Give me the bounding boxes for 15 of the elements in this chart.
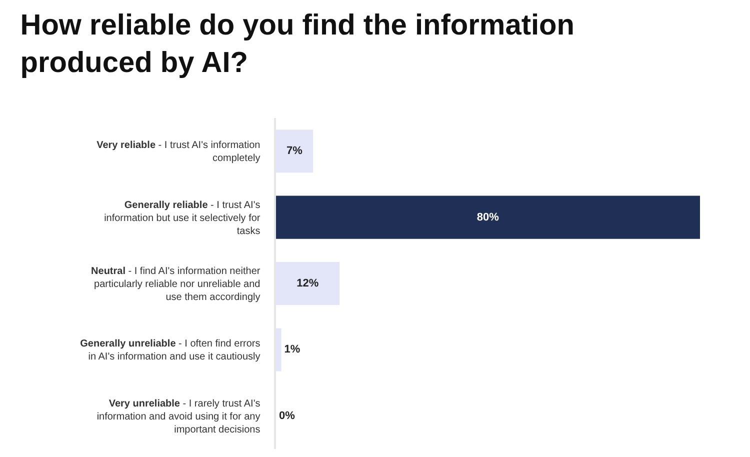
y-tick-label: Very reliable - I trust AI's information completely [96, 140, 260, 164]
data-label: 80% [476, 211, 500, 224]
data-label: 12% [296, 278, 319, 290]
y-tick-label: Very unreliable - I rarely trust AI's information and avoid using it for any important decisions [96, 398, 260, 436]
bar [276, 196, 700, 239]
data-label: 0% [279, 410, 296, 422]
bar [276, 130, 314, 173]
data-label: 1% [284, 344, 300, 356]
data-label: 7% [286, 145, 303, 158]
bar [276, 328, 282, 372]
chart-title: How reliable do you find the information produced by AI? [20, 9, 574, 79]
y-tick-label: Generally reliable - I trust AI's information but use it selectively for tasks [104, 200, 261, 237]
y-tick-label: Generally unreliable - I often find errors in AI's information and use it cautiously [80, 338, 260, 363]
bar [276, 262, 340, 306]
y-tick-label: Neutral - I find AI's information neither particularly reliable nor unreliable and use them accordingly [91, 266, 261, 303]
